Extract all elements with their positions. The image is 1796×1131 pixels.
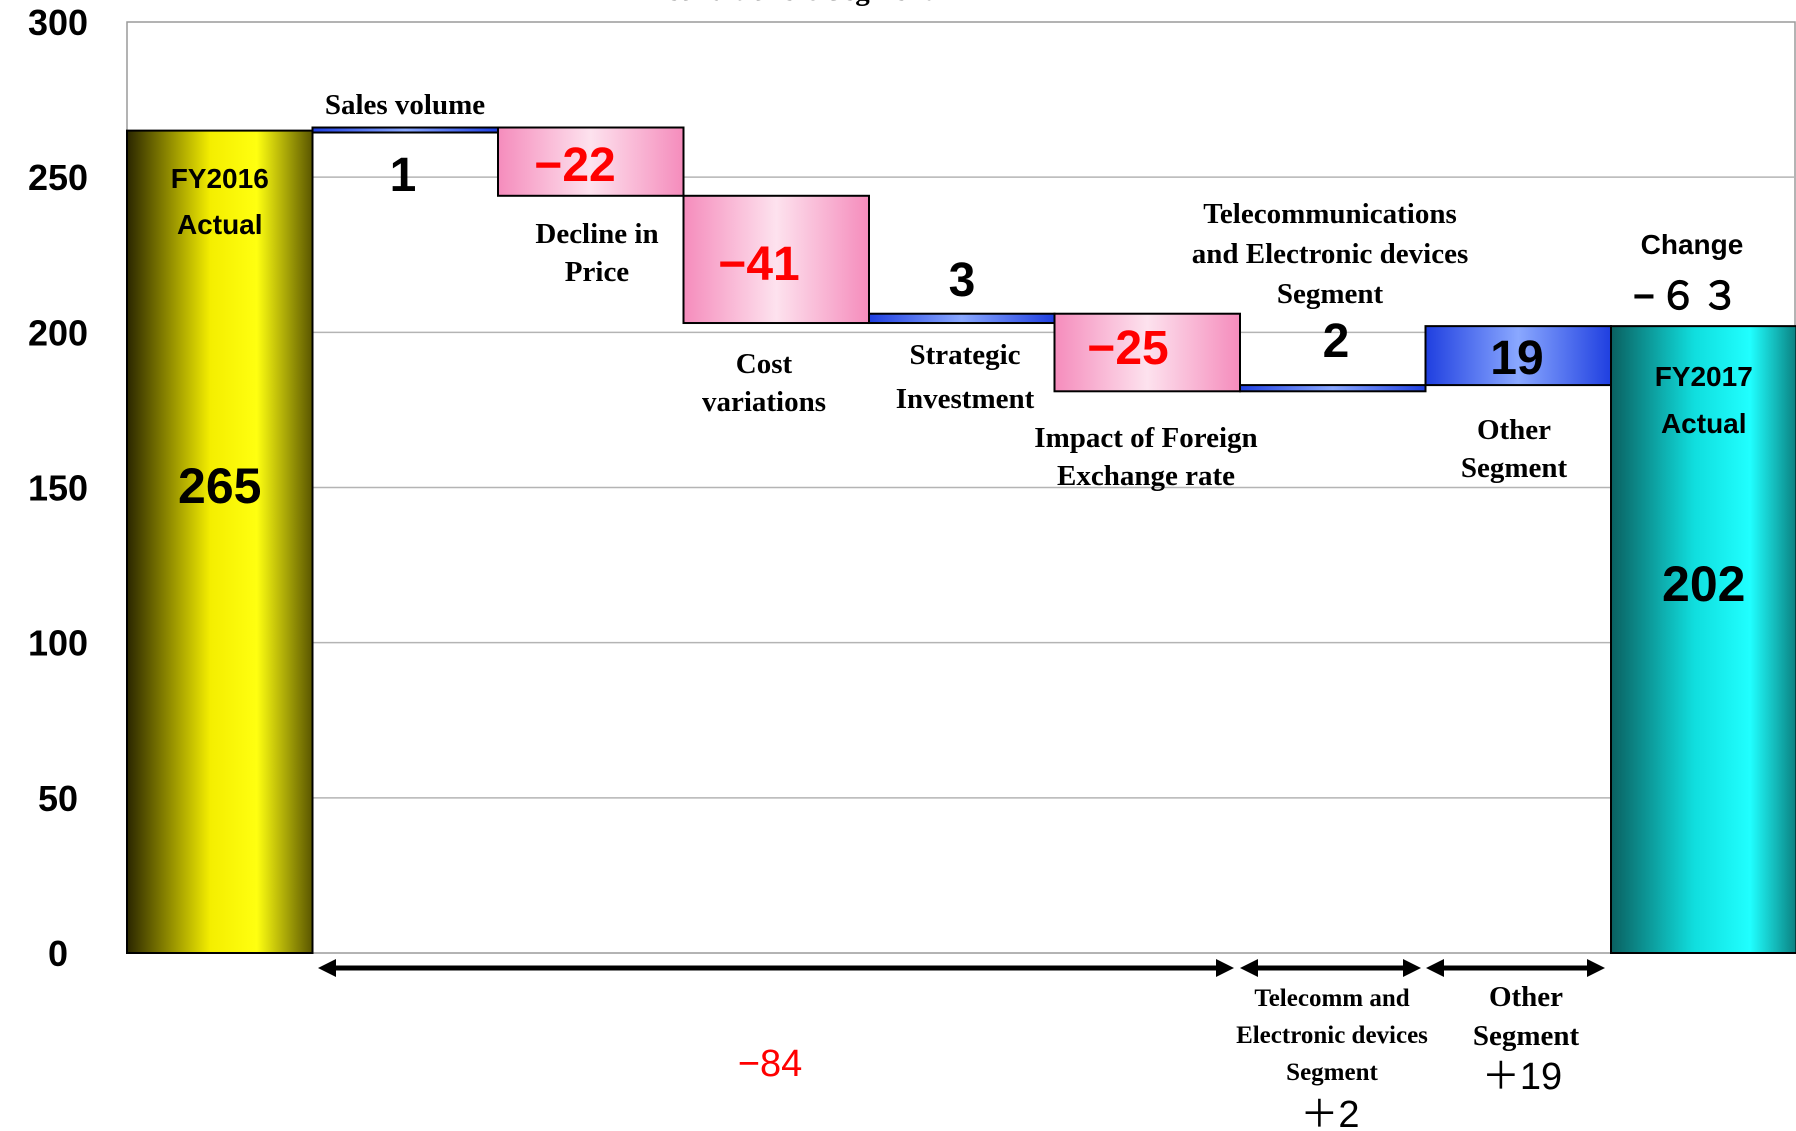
y-tick-label: 300 [28,2,88,43]
bar-fy2017-value: 202 [1662,556,1745,612]
segment-total: ＋2 [1300,1094,1359,1131]
step-category-label: Exchange rate [1057,460,1235,492]
step-category-label: Impact of Foreign [1034,422,1257,454]
step-category-label: Decline in [535,218,658,250]
bar-fy2017-label: FY2017 [1655,361,1753,392]
bar-fy2016-value: 265 [178,458,261,514]
step-value-label: 3 [949,254,976,307]
bar-fy2017 [1610,325,1796,955]
segment-label: Other [1489,981,1563,1013]
step-category-label: Segment [1461,452,1568,484]
segment-label: Air conditioners Segment [617,0,933,7]
step-category-label: Other [1477,414,1551,446]
step-category-label: Sales volume [325,89,485,121]
segment-label: Segment [1286,1059,1378,1086]
bar-fy2017-label: Actual [1661,408,1747,439]
segment-total: ＋19 [1482,1056,1562,1098]
bar-fy2016 [126,129,314,955]
y-tick-label: 50 [38,778,78,819]
bar-step [311,126,499,134]
segment-total: −84 [738,1043,802,1085]
change-value: −６３ [1633,276,1743,318]
segment-arrow-telecomm-head-left [1240,959,1258,977]
bar-step [1053,312,1241,393]
step-category-label: variations [702,386,826,418]
step-category-label: Investment [896,383,1035,415]
y-tick-label: 200 [28,312,88,353]
step-value-label: −22 [534,139,615,192]
step-value-label: 19 [1490,332,1543,385]
step-value-label: −25 [1087,322,1168,375]
segment-label: Electronic devices [1236,1022,1428,1049]
bar-fy2016-label: FY2016 [171,163,269,194]
bar-step [682,194,870,325]
y-tick-label: 150 [28,468,88,509]
step-category-label: Cost [736,348,793,380]
segment-arrow-air-conditioners-head-right [1216,959,1234,977]
step-category-label: Segment [1277,278,1384,310]
y-tick-label: 0 [48,933,68,974]
change-label: Change [1641,229,1744,260]
segment-arrow-telecomm-head-right [1403,959,1421,977]
segment-label: Telecomm and [1254,985,1409,1012]
segment-arrow-other-head-right [1587,959,1605,977]
step-category-label: Strategic [909,339,1020,371]
step-value-label: −41 [718,238,799,291]
segment-arrow-air-conditioners-head-left [318,959,336,977]
bar-step [868,312,1056,325]
segment-label: Segment [1473,1020,1580,1052]
y-tick-label: 250 [28,157,88,198]
step-category-label: Telecommunications [1203,198,1456,230]
y-tick-label: 100 [28,623,88,664]
segment-arrow-other-head-left [1426,959,1444,977]
bar-fy2016-label: Actual [177,209,263,240]
step-category-label: and Electronic devices [1192,238,1469,270]
bar-step [497,126,685,197]
step-value-label: 1 [390,149,417,202]
step-value-label: 2 [1323,315,1350,368]
step-category-label: Price [565,256,630,288]
bar-step [1239,384,1427,393]
